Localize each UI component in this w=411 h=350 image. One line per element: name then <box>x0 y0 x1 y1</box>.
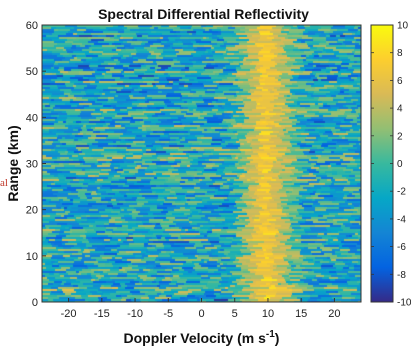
y-axis-label: Range (km) <box>5 125 21 201</box>
colorbar-tick-label: 8 <box>397 48 403 59</box>
x-tick-label: 0 <box>198 308 204 320</box>
colorbar-tick-label: -8 <box>397 270 406 281</box>
x-tick-label: -15 <box>94 308 110 320</box>
y-tick-label: 20 <box>26 205 38 217</box>
y-tick-label: 60 <box>26 20 38 32</box>
x-axis-label: Doppler Velocity (m s-1) <box>124 329 280 346</box>
x-tick-label: 5 <box>232 308 238 320</box>
x-tick-label: -5 <box>163 308 173 320</box>
colorbar-tick-label: 10 <box>397 21 409 32</box>
colorbar <box>370 24 394 303</box>
side-note-text: al <box>0 177 8 189</box>
heatmap-cells <box>42 25 361 302</box>
colorbar-tick-label: 0 <box>397 159 403 170</box>
colorbar-tick-label: 6 <box>397 76 403 87</box>
chart-title: Spectral Differential Reflectivity <box>98 6 309 22</box>
y-tick-label: 50 <box>26 66 38 78</box>
colorbar-tick-label: 2 <box>397 131 403 142</box>
colorbar-tick-label: -10 <box>397 298 411 309</box>
y-tick-label: 0 <box>32 297 38 309</box>
x-tick-label: 20 <box>328 308 340 320</box>
y-tick-label: 30 <box>26 159 38 171</box>
x-tick-label: 10 <box>262 308 274 320</box>
x-tick-label: -20 <box>61 308 77 320</box>
x-tick-label: 15 <box>295 308 307 320</box>
colorbar-tick-label: 4 <box>397 104 403 115</box>
x-axis-label-main: Doppler Velocity (m s <box>124 330 267 346</box>
colorbar-tick-label: -6 <box>397 242 406 253</box>
x-axis-label-close: ) <box>275 330 280 346</box>
y-tick-label: 10 <box>26 251 38 263</box>
x-tick-label: -10 <box>127 308 143 320</box>
colorbar-tick-label: -4 <box>397 214 406 225</box>
colorbar-tick-label: -2 <box>397 187 406 198</box>
x-axis-label-superscript: -1 <box>266 329 275 340</box>
y-tick-label: 40 <box>26 112 38 124</box>
